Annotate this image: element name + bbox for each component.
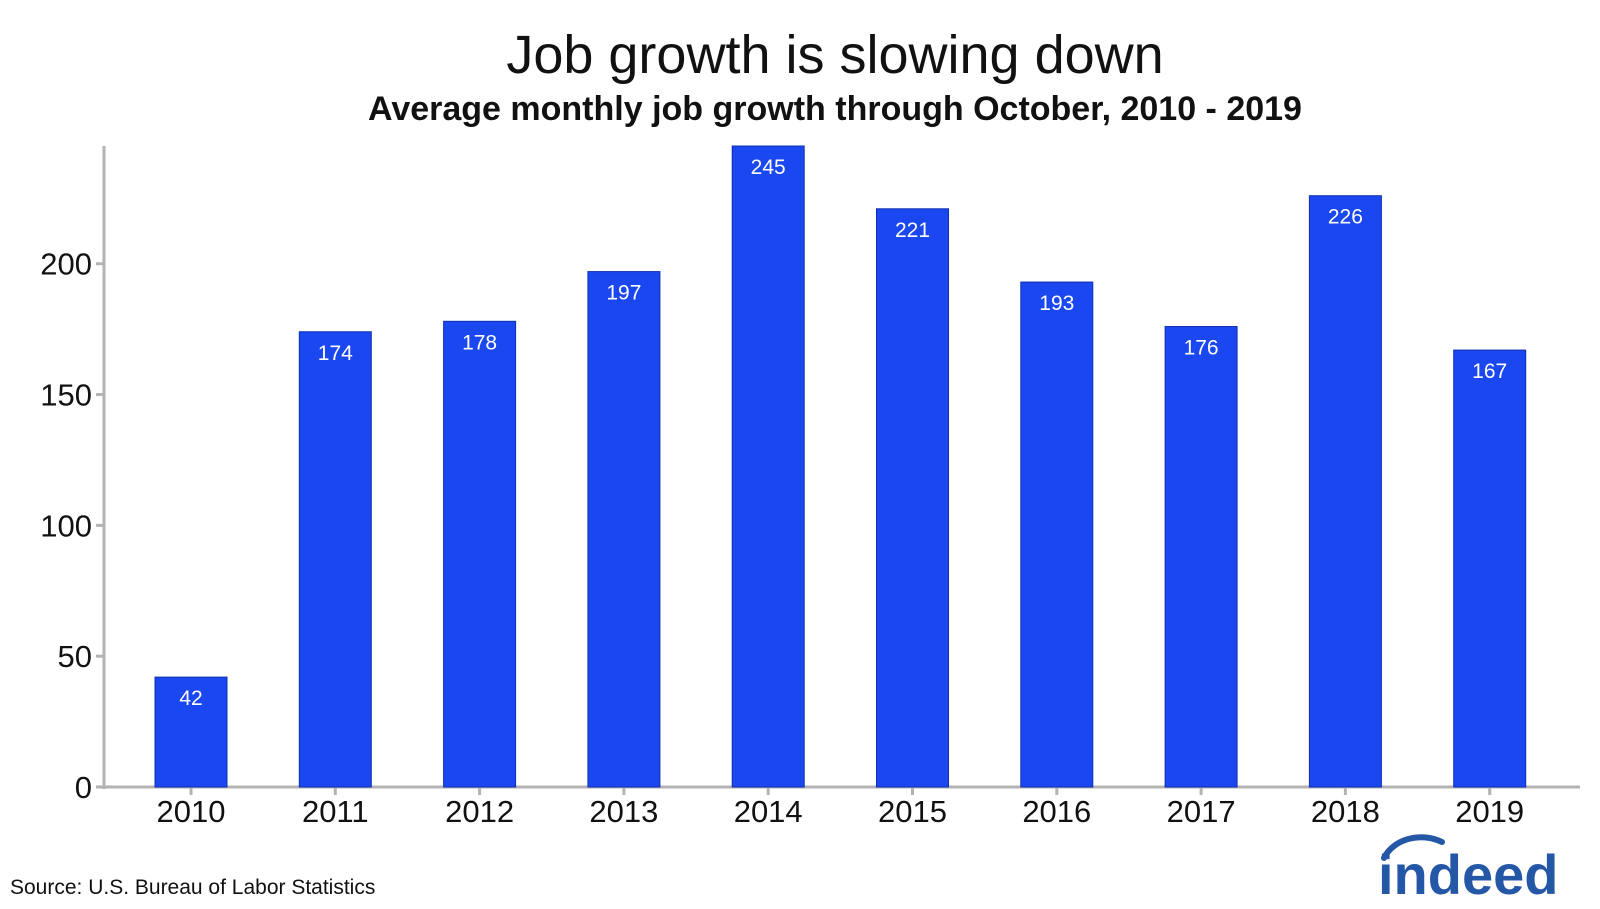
bar-2011 xyxy=(298,331,372,788)
logo-wordmark: indeed xyxy=(1378,843,1558,902)
x-tick-label: 2019 xyxy=(1455,794,1524,829)
bars-group xyxy=(154,145,1527,788)
x-tick-label: 2011 xyxy=(302,794,369,829)
bar-2015 xyxy=(876,208,949,788)
data-label: 42 xyxy=(179,687,202,710)
x-tick-label: 2018 xyxy=(1311,794,1380,829)
x-tick-label: 2010 xyxy=(157,794,226,829)
data-label: 174 xyxy=(318,342,353,365)
bar-2013 xyxy=(587,271,661,788)
y-tick-label: 200 xyxy=(40,247,92,282)
bar-2017 xyxy=(1164,326,1238,788)
source-note: Source: U.S. Bureau of Labor Statistics xyxy=(10,876,376,899)
x-tick-label: 2016 xyxy=(1022,794,1091,829)
chart-title: Job growth is slowing down xyxy=(506,25,1164,85)
data-label: 167 xyxy=(1472,360,1507,383)
bar-labels-group: 42 174 178 197 245 221 193 176 226 167 xyxy=(179,156,1507,710)
y-tick-label: 0 xyxy=(75,770,92,805)
x-axis: 2010 2011 2012 2013 2014 2015 2016 2017 2018 2019 xyxy=(102,785,1580,829)
data-label: 193 xyxy=(1039,292,1074,315)
x-tick-label: 2014 xyxy=(734,794,803,829)
x-tick-label: 2017 xyxy=(1167,794,1236,829)
data-label: 176 xyxy=(1184,337,1219,360)
data-label: 197 xyxy=(606,282,641,305)
y-tick-label: 50 xyxy=(58,639,92,674)
indeed-logo: indeed xyxy=(1378,834,1558,902)
x-tick-label: 2013 xyxy=(589,794,658,829)
bar-2016 xyxy=(1020,281,1094,788)
bar-2018 xyxy=(1308,195,1382,788)
bar-2012 xyxy=(443,320,517,788)
data-label: 226 xyxy=(1328,206,1363,229)
data-label: 178 xyxy=(462,331,497,354)
data-label: 221 xyxy=(895,219,930,242)
y-tick-label: 150 xyxy=(40,378,92,413)
y-axis: 0 50 100 150 200 xyxy=(40,146,106,805)
logo-swoosh-icon xyxy=(1381,834,1445,861)
data-label: 245 xyxy=(751,156,786,179)
chart-subtitle: Average monthly job growth through Octob… xyxy=(368,90,1302,128)
x-tick-label: 2012 xyxy=(445,794,514,829)
bar-2014 xyxy=(731,145,805,788)
bar-2010 xyxy=(154,676,228,788)
x-tick-label: 2015 xyxy=(878,794,947,829)
y-tick-label: 100 xyxy=(40,508,92,543)
bar-2019 xyxy=(1453,349,1527,788)
